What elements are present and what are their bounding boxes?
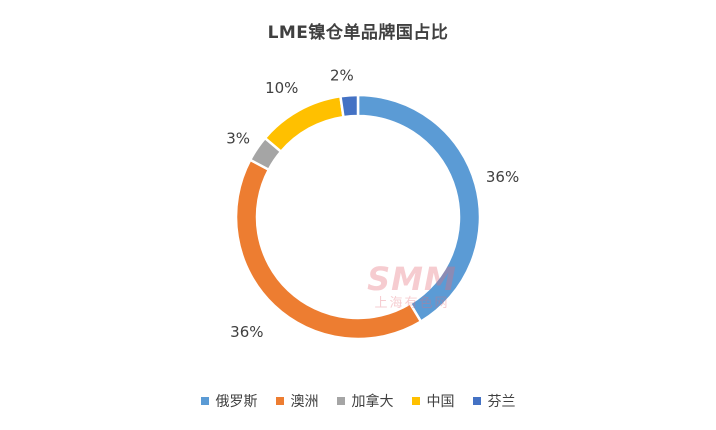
legend-item-2: 加拿大 (336, 391, 394, 411)
slice-1 (234, 158, 423, 341)
legend-label-4: 芬兰 (487, 394, 516, 410)
legend-swatch-4 (472, 397, 481, 405)
legend-label-3: 中国 (426, 394, 455, 410)
legend-item-3: 中国 (411, 391, 455, 411)
slice-4 (339, 93, 360, 119)
legend-item-4: 芬兰 (472, 391, 516, 411)
legend-item-0: 俄罗斯 (200, 391, 258, 411)
legend-label-2: 加拿大 (351, 394, 394, 410)
legend-item-1: 澳洲 (275, 391, 319, 411)
slice-0 (356, 93, 482, 324)
legend-swatch-0 (200, 397, 209, 405)
legend-swatch-1 (275, 397, 284, 405)
legend-label-0: 俄罗斯 (215, 394, 258, 410)
slice-label-2: 3% (226, 129, 250, 147)
slice-label-3: 10% (265, 79, 298, 97)
legend-swatch-2 (336, 397, 345, 405)
legend-swatch-3 (411, 397, 420, 405)
legend: 俄罗斯 澳洲 加拿大 中国 芬兰 (0, 391, 716, 411)
slice-label-4: 2% (330, 66, 354, 84)
slice-label-0: 36% (486, 168, 519, 186)
slice-3 (263, 94, 345, 154)
chart-title: LME镍仓单品牌国占比 (267, 23, 449, 43)
legend-label-1: 澳洲 (290, 394, 319, 410)
slice-label-1: 36% (230, 323, 263, 341)
